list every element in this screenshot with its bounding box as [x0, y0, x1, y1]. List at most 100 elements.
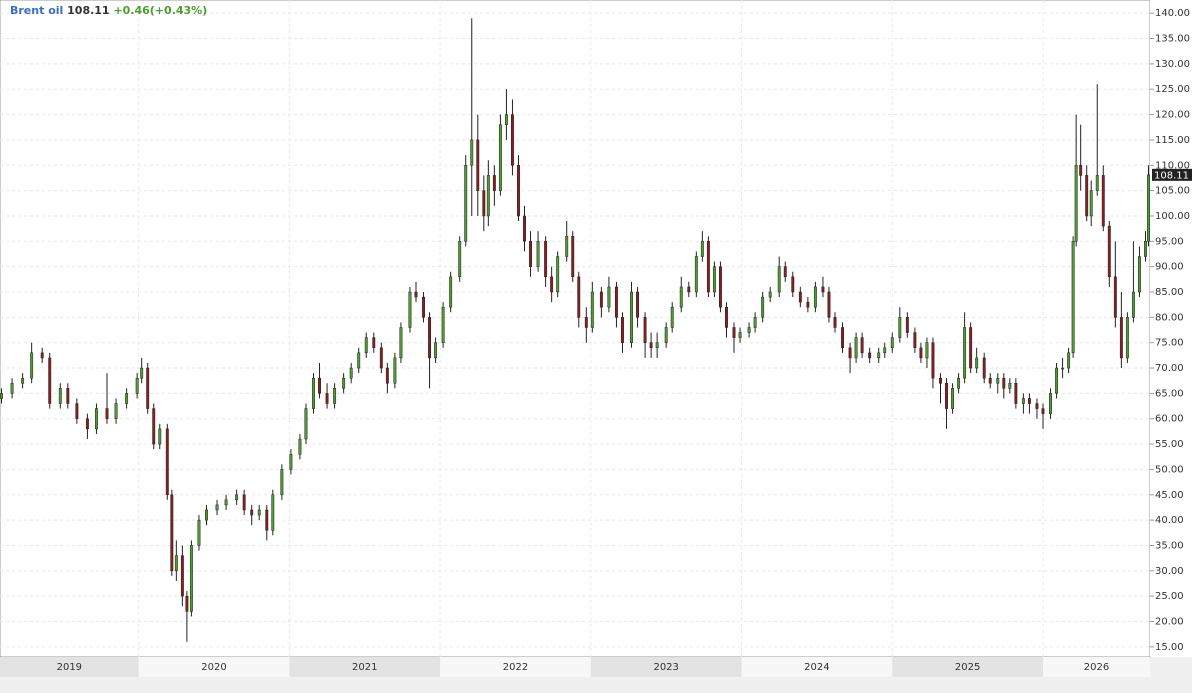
candle-body	[550, 276, 554, 293]
candle-body	[482, 190, 486, 217]
candle-body	[783, 266, 787, 278]
candle-body	[458, 241, 462, 278]
y-tick-label: 70.00	[1155, 363, 1184, 374]
candle-body	[215, 504, 219, 511]
y-tick-label: 40.00	[1155, 515, 1184, 526]
candle-body	[434, 342, 438, 359]
candle-body	[841, 327, 844, 349]
y-tick-label: 50.00	[1155, 464, 1184, 475]
candle-body	[975, 357, 979, 369]
candle-body	[1055, 367, 1059, 394]
candle-body	[152, 408, 156, 445]
candle-body	[700, 241, 704, 257]
last-price-label: 108.11	[1154, 170, 1189, 181]
candle-body	[393, 357, 397, 384]
year-band	[741, 657, 893, 677]
year-band	[440, 657, 591, 677]
title: Brent oil	[10, 4, 63, 17]
candle-body	[939, 377, 942, 384]
candle-body	[898, 317, 902, 338]
candle-body	[1067, 352, 1071, 369]
candle-body	[860, 337, 864, 354]
candle-body	[1085, 175, 1089, 217]
year-band	[0, 657, 139, 677]
candle-body	[738, 332, 742, 338]
candle-body	[868, 352, 872, 359]
candle-body	[951, 388, 955, 409]
candle-body	[205, 509, 208, 521]
candle-body	[670, 306, 674, 328]
candle-body	[621, 317, 624, 343]
candle-body	[342, 377, 346, 389]
x-tick-label: 2020	[201, 662, 226, 673]
candle-body	[180, 555, 184, 597]
candle-body	[224, 499, 228, 506]
candle-body	[1071, 241, 1075, 354]
candle-body	[58, 388, 62, 404]
y-tick-label: 130.00	[1155, 59, 1190, 70]
candle-body	[1107, 225, 1111, 278]
y-tick-label: 45.00	[1155, 490, 1184, 501]
candle-body	[1061, 367, 1065, 370]
candle-body	[470, 139, 474, 166]
candle-body	[140, 367, 144, 379]
candle-body	[854, 337, 858, 359]
candle-body	[40, 352, 44, 359]
candle-body	[687, 286, 691, 293]
candle-body	[333, 388, 337, 404]
candle-body	[66, 388, 70, 404]
y-tick-label: 135.00	[1155, 34, 1190, 45]
candle-body	[607, 286, 611, 308]
candle-body	[504, 114, 508, 125]
y-tick-label: 60.00	[1155, 414, 1184, 425]
y-tick-label: 105.00	[1155, 186, 1190, 197]
candle-body	[679, 286, 683, 308]
candle-body	[158, 428, 162, 445]
candle-body	[725, 306, 728, 328]
candle-body	[325, 393, 329, 404]
candle-body	[492, 175, 496, 191]
candle-body	[30, 352, 34, 379]
candle-body	[357, 352, 361, 369]
y-tick-label: 75.00	[1155, 338, 1184, 349]
grid	[0, 0, 1150, 657]
candle-body	[883, 347, 887, 354]
axes: 2019 2020 2021 2022 2023 2024 2025 2026 15.00 20.…	[0, 8, 1192, 677]
candle-body	[599, 291, 603, 308]
candle-body	[577, 276, 581, 318]
candle-body	[649, 342, 653, 349]
candle-body	[441, 306, 445, 343]
y-tick-label: 25.00	[1155, 591, 1184, 602]
candle-body	[1035, 403, 1039, 409]
y-tick-label: 140.00	[1155, 8, 1190, 19]
candle-body	[544, 241, 548, 278]
candle-body	[372, 337, 376, 349]
candle-body	[165, 428, 169, 496]
candle-body	[753, 317, 757, 328]
year-band	[1042, 657, 1150, 677]
x-tick-label: 2024	[804, 662, 829, 673]
candle-body	[271, 494, 275, 531]
y-tick-label: 80.00	[1155, 312, 1184, 323]
candle-body	[197, 519, 201, 546]
y-tick-label: 65.00	[1155, 388, 1184, 399]
candle-body	[945, 383, 948, 409]
candle-body	[1021, 398, 1025, 404]
candle-body	[718, 266, 722, 308]
candle-body	[565, 235, 569, 257]
candle-body	[1089, 190, 1093, 217]
candle-body	[877, 352, 881, 359]
candle-body	[517, 165, 520, 217]
candle-body	[511, 114, 514, 166]
candle-body	[919, 347, 923, 359]
candle-body	[1131, 291, 1135, 318]
candle-body	[905, 317, 909, 333]
candle-body	[422, 296, 425, 318]
candle-body	[185, 595, 189, 612]
candle-body	[10, 383, 14, 394]
candle-body	[428, 317, 432, 359]
candle-body	[0, 393, 3, 399]
candle-body	[712, 266, 716, 293]
candle-body	[105, 408, 109, 419]
candle-body	[289, 453, 293, 470]
